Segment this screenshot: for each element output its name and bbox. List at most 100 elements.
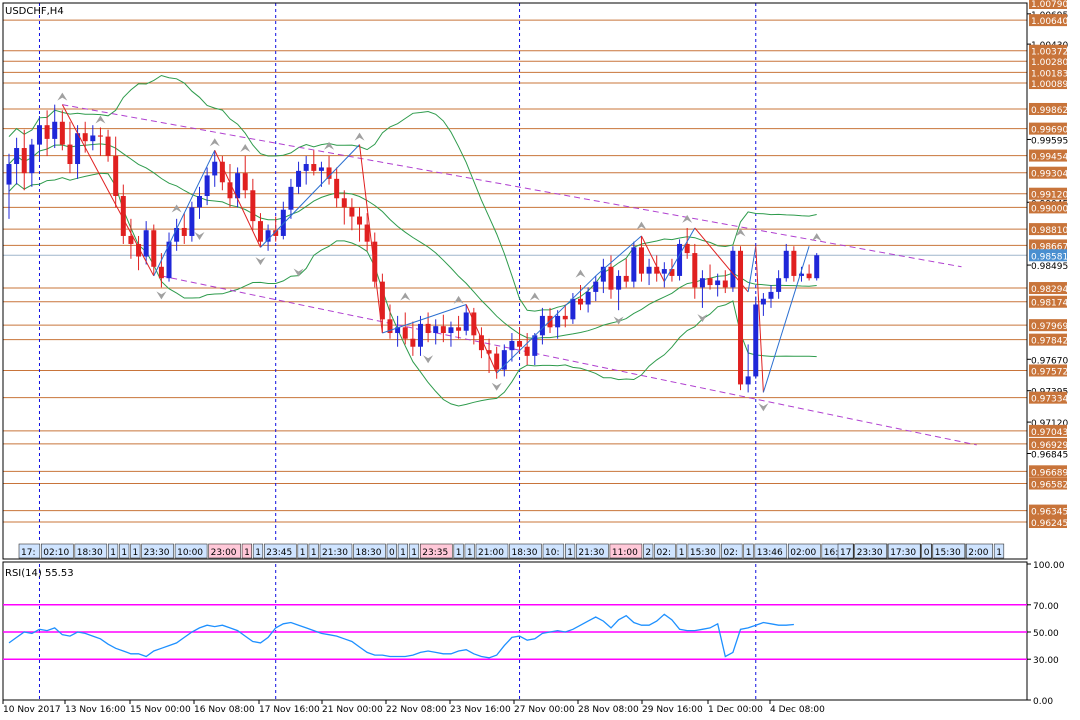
level-price-label: 0.99862 (1031, 106, 1068, 116)
level-price-label: 0.99304 (1031, 170, 1068, 180)
session-label-text: 1 (567, 548, 573, 558)
session-label-box (564, 543, 576, 559)
bull-candle (280, 209, 286, 236)
level-price-label: 0.96345 (1031, 508, 1068, 518)
fractal-up-icon (240, 144, 251, 153)
session-label-text: 21:30 (578, 548, 604, 558)
bear-candle (357, 216, 363, 225)
zigzag-segment (359, 144, 383, 334)
session-label-text: 15:30 (690, 548, 716, 558)
price-tick-label: 0.98495 (1031, 262, 1068, 272)
bull-candle (174, 227, 180, 242)
fractal-up-icon (209, 138, 220, 147)
session-label-box (787, 543, 821, 559)
bull-candle (760, 298, 766, 305)
bear-candle (387, 319, 393, 334)
session-label-text: 1 (467, 548, 473, 558)
level-price-label: 0.97043 (1031, 428, 1068, 438)
session-label-text: 0 (389, 548, 395, 558)
level-price-label-bg (1029, 149, 1067, 162)
current-price-label: 0.98581 (1031, 252, 1068, 262)
zigzag-segment (153, 150, 216, 277)
fractal-down-icon (156, 291, 167, 300)
level-price-label-bg (1029, 166, 1067, 179)
zigzag-segment (260, 144, 360, 248)
session-label-strip: 17: 02:10 18:30 1 1 1 23:30 10:00 23:00 1 1 23:45 1 1… (18, 543, 1005, 559)
level-price-label-bg (1029, 102, 1067, 115)
bear-candle (136, 243, 142, 257)
level-price-label-bg (1029, 465, 1067, 478)
rsi-axis-label: 70.00 (1033, 602, 1059, 612)
session-label-text: 1 (996, 548, 1002, 558)
bear-candle (219, 161, 225, 183)
level-price-label: 0.99690 (1031, 126, 1068, 136)
level-price-label-bg (1029, 14, 1067, 27)
session-label-text: 18:30 (512, 548, 538, 558)
bull-candle (715, 280, 721, 286)
session-label-text: 15:30 (935, 548, 961, 558)
fractal-up-icon (171, 204, 182, 213)
session-label-text: 23:00 (211, 548, 237, 558)
session-label-text: 1 (411, 548, 417, 558)
bear-candle (181, 227, 187, 236)
bull-candle (303, 164, 309, 171)
bear-candle (97, 135, 103, 137)
zigzag-segment (595, 235, 642, 277)
bear-candle (67, 144, 73, 165)
zigzag-segment (762, 246, 810, 393)
fractal-up-icon (453, 295, 464, 304)
bull-candle (509, 341, 515, 351)
level-price-label-bg (1029, 55, 1067, 68)
level-price-label-bg (1029, 122, 1067, 135)
time-tick-label: 29 Nov 16:00 (642, 705, 703, 715)
bollinger-upper (8, 74, 817, 312)
bull-candle (501, 350, 507, 370)
session-label-box (319, 543, 353, 559)
rsi-axis-label: 30.00 (1033, 656, 1059, 666)
session-label-box (887, 543, 921, 559)
session-label-text: 2 (645, 548, 651, 558)
bull-candle (448, 327, 454, 334)
level-price-label: 0.97572 (1031, 367, 1068, 377)
bear-candle (738, 250, 744, 385)
session-label-text: 02:00 (790, 548, 816, 558)
session-label-text: 23:30 (857, 548, 883, 558)
level-price-label-bg (1029, 424, 1067, 437)
bull-candle (783, 250, 789, 279)
rsi-title: RSI(14) 55.53 (5, 568, 74, 579)
bear-candle (471, 312, 477, 336)
channel-upper (62, 104, 962, 268)
level-price-label-bg (1029, 364, 1067, 377)
session-label-text: 21:30 (322, 548, 348, 558)
session-label-text: 02: (657, 548, 671, 558)
session-label-box (754, 543, 788, 559)
fractal-up-icon (529, 292, 540, 301)
time-tick-label: 21 Nov 00:00 (322, 705, 383, 715)
zigzag-segment (382, 304, 467, 334)
level-price-label: 0.98810 (1031, 226, 1068, 236)
fractal-down-icon (423, 355, 434, 364)
level-price-label: 1.00790 (1031, 0, 1068, 10)
price-tick-label: 0.97670 (1031, 356, 1068, 366)
zigzag-segment (465, 304, 498, 374)
session-label-text: 1 (110, 548, 116, 558)
fractal-up-icon (400, 292, 411, 301)
rsi-axis-label: 0.00 (1033, 697, 1053, 707)
session-label-box (721, 543, 743, 559)
bear-candle (494, 353, 500, 370)
price-tick-label: 0.96845 (1031, 450, 1068, 460)
zigzag-segment (663, 227, 696, 282)
session-label-text: 10: (545, 548, 559, 558)
price-tick-label: 0.97120 (1031, 419, 1068, 429)
session-label-box (453, 543, 464, 559)
bear-candle (59, 121, 65, 145)
time-tick-label: 10 Nov 2017 (3, 705, 61, 715)
bull-candle (417, 323, 423, 347)
fractal-up-icon (682, 214, 693, 223)
session-label-box (40, 543, 74, 559)
fractal-up-icon (324, 141, 335, 150)
session-label-text: 1 (746, 548, 752, 558)
bear-candle (456, 327, 462, 331)
fractal-down-icon (697, 314, 708, 323)
